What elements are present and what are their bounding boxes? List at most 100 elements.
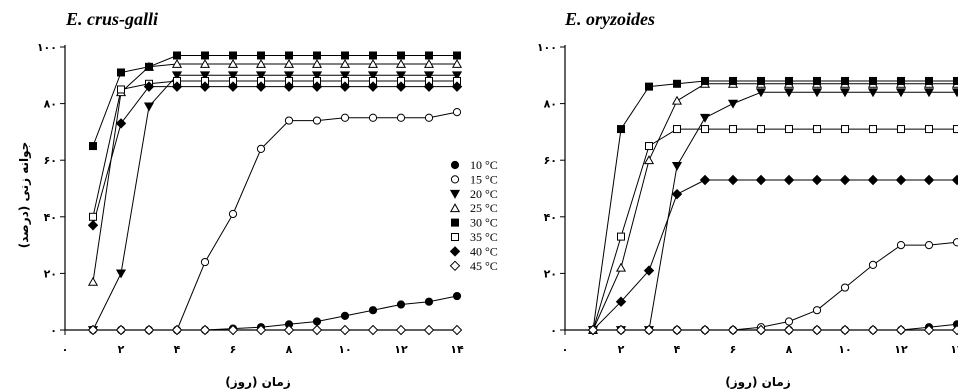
data-point [699, 113, 711, 123]
data-point [839, 88, 851, 98]
data-point [227, 324, 239, 336]
legend-marker [449, 203, 461, 213]
x-tick-label: ۱۲ [894, 343, 908, 356]
data-point [423, 324, 435, 336]
x-tick-label: ۰ [562, 343, 569, 356]
data-point [227, 58, 239, 68]
data-point [923, 174, 935, 186]
series-line [592, 179, 957, 331]
data-point [395, 71, 407, 81]
data-point [841, 76, 849, 85]
chart-title: E. oryzoides [564, 9, 655, 29]
data-point [451, 81, 463, 92]
data-point [171, 71, 183, 81]
data-point [423, 81, 435, 92]
x-tick-label: ۴ [674, 343, 681, 356]
data-point [951, 88, 958, 98]
chart-crus-galli: E. crus-galli جوانه زنی (درصد) زمان (روز… [17, 9, 498, 390]
data-point [311, 71, 323, 81]
series-line [92, 55, 457, 147]
data-point [340, 113, 350, 122]
data-point [229, 51, 237, 60]
data-point [813, 125, 821, 134]
data-point [367, 324, 379, 336]
data-point [673, 79, 681, 88]
data-point [784, 317, 794, 326]
data-point [867, 174, 879, 186]
x-tick-label: ۱۲ [394, 343, 408, 356]
legend-marker [449, 189, 461, 199]
data-point [143, 81, 155, 92]
data-point [645, 142, 653, 151]
x-axis-label: زمان (روز) [725, 375, 791, 390]
data-point [615, 262, 627, 272]
series-line [592, 80, 957, 331]
data-point [199, 324, 211, 336]
data-point [643, 324, 655, 336]
legend-marker [449, 260, 461, 272]
y-tick-label: ۸۰ [44, 98, 57, 111]
x-tick-label: ۱۴ [450, 343, 464, 356]
data-point [895, 88, 907, 98]
data-point [671, 95, 683, 105]
data-point [311, 58, 323, 68]
data-point [227, 81, 239, 92]
y-tick-label: ۴۰ [44, 211, 57, 224]
data-point [283, 71, 295, 81]
data-point [783, 88, 795, 98]
data-point [395, 81, 407, 92]
y-tick-label: ۲۰ [544, 267, 557, 280]
legend-marker [451, 233, 459, 241]
data-point [895, 324, 907, 336]
data-point [255, 324, 267, 336]
data-point [451, 324, 463, 336]
data-point [783, 324, 795, 336]
data-point [255, 58, 267, 68]
data-point [423, 58, 435, 68]
data-point [367, 81, 379, 92]
data-point [339, 71, 351, 81]
data-point [339, 81, 351, 92]
data-point [953, 125, 958, 134]
data-point [311, 81, 323, 92]
x-tick-label: ۲ [618, 343, 625, 356]
legend-label: 15 °C [470, 172, 498, 186]
data-point [727, 99, 739, 109]
data-point [727, 324, 739, 336]
data-point [369, 51, 377, 60]
data-point [869, 125, 877, 134]
data-point [671, 188, 683, 200]
data-point [923, 88, 935, 98]
legend: 10 °C15 °C20 °C25 °C30 °C35 °C40 °C45 °C [449, 158, 498, 273]
data-point [367, 58, 379, 68]
data-point [395, 324, 407, 336]
y-tick-label: ۰ [550, 324, 557, 337]
data-point [89, 212, 97, 221]
data-point [813, 76, 821, 85]
data-point [923, 324, 935, 336]
legend-label: 20 °C [470, 187, 498, 201]
series-line [593, 91, 957, 331]
data-point [643, 265, 655, 276]
legend-marker [451, 218, 459, 227]
data-point [812, 306, 822, 315]
data-point [255, 81, 267, 92]
data-point [283, 324, 295, 336]
data-point [925, 125, 933, 134]
data-point [87, 276, 99, 286]
data-point [117, 85, 125, 94]
data-point [869, 76, 877, 85]
data-point [897, 125, 905, 134]
series-line [92, 63, 457, 282]
data-point [117, 68, 125, 77]
data-point [757, 125, 765, 134]
data-point [285, 51, 293, 60]
data-point [615, 296, 627, 307]
data-point [283, 81, 295, 92]
series-line [92, 80, 457, 217]
y-tick-label: ۴۰ [544, 211, 557, 224]
data-point [729, 125, 737, 134]
x-tick-label: ۴ [174, 343, 181, 356]
data-point [701, 76, 709, 85]
x-tick-label: ۱۰ [338, 343, 351, 356]
